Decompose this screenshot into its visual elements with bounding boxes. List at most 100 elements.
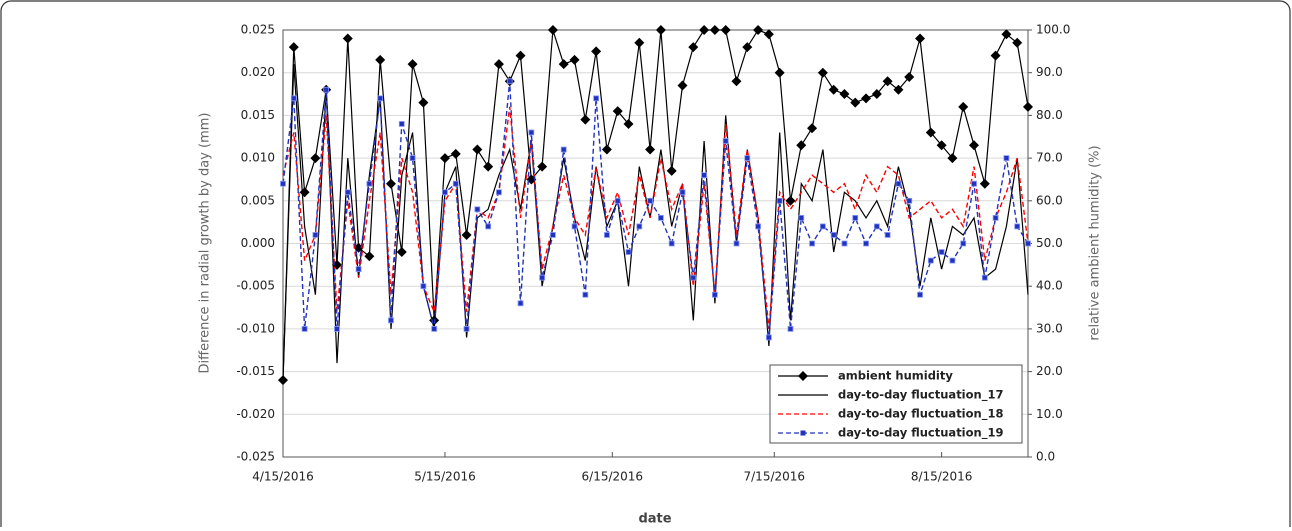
y2-tick-label: 50.0 <box>1036 236 1063 250</box>
marker <box>623 118 634 129</box>
y-tick-label: -0.020 <box>236 407 275 421</box>
marker <box>763 29 774 40</box>
marker <box>785 195 796 206</box>
marker <box>873 223 880 230</box>
marker <box>925 127 936 138</box>
marker <box>819 223 826 230</box>
marker <box>657 214 664 221</box>
marker <box>288 42 299 53</box>
y-tick-label: 0.015 <box>241 108 275 122</box>
marker <box>496 189 502 196</box>
marker <box>290 95 297 102</box>
marker <box>364 251 375 262</box>
marker <box>636 223 643 230</box>
marker <box>960 240 967 247</box>
y2-tick-label: 90.0 <box>1036 65 1063 79</box>
marker <box>593 95 600 102</box>
marker <box>884 232 891 238</box>
marker <box>841 240 848 247</box>
marker <box>809 240 815 247</box>
marker <box>1025 240 1031 247</box>
marker <box>601 144 612 155</box>
marker <box>493 59 504 70</box>
marker <box>828 84 839 95</box>
marker <box>420 283 427 290</box>
marker <box>312 232 319 238</box>
marker <box>634 37 645 48</box>
y2-tick-label: 60.0 <box>1036 193 1063 207</box>
marker <box>992 214 999 221</box>
marker <box>927 257 934 264</box>
marker <box>776 197 783 204</box>
marker <box>418 97 429 108</box>
y-tick-label: 0.010 <box>241 151 275 165</box>
marker <box>342 33 353 44</box>
marker <box>647 197 654 204</box>
y2-tick-label: 40.0 <box>1036 279 1063 293</box>
marker <box>439 153 450 164</box>
marker <box>871 89 882 100</box>
marker <box>344 189 351 196</box>
marker <box>938 249 945 255</box>
marker <box>742 42 753 53</box>
series-line <box>282 81 1029 338</box>
marker <box>679 189 686 196</box>
marker <box>409 155 416 162</box>
marker <box>1014 223 1021 230</box>
marker <box>537 161 548 172</box>
marker <box>377 95 384 102</box>
marker <box>936 140 947 151</box>
y2-tick-label: 70.0 <box>1036 151 1063 165</box>
marker <box>355 266 362 273</box>
marker <box>807 123 818 134</box>
marker <box>949 257 956 264</box>
marker <box>917 291 923 298</box>
marker <box>375 54 386 65</box>
marker <box>915 33 926 44</box>
marker <box>452 180 459 187</box>
marker <box>906 197 913 204</box>
x-tick-label: 6/15/2016 <box>582 470 644 484</box>
y-tick-label: -0.025 <box>236 450 275 464</box>
marker <box>571 223 578 230</box>
marker <box>969 140 980 151</box>
marker <box>388 317 394 324</box>
marker <box>472 144 483 155</box>
marker <box>539 274 546 281</box>
marker <box>839 89 850 100</box>
marker <box>334 325 340 332</box>
marker <box>701 172 707 179</box>
marker <box>852 214 859 221</box>
marker <box>817 67 828 78</box>
marker <box>591 46 602 57</box>
marker <box>744 155 751 162</box>
marker <box>798 214 805 221</box>
marker <box>765 334 772 341</box>
marker <box>893 84 904 95</box>
marker <box>722 138 729 144</box>
marker <box>604 232 610 238</box>
marker <box>461 229 472 240</box>
legend-label: day-to-day fluctuation_18 <box>838 407 1003 422</box>
x-tick-label: 5/15/2016 <box>414 470 476 484</box>
marker <box>645 144 656 155</box>
y2-tick-label: 80.0 <box>1036 108 1063 122</box>
marker <box>666 165 677 176</box>
marker <box>569 54 580 65</box>
marker <box>981 274 988 281</box>
y2-tick-label: 0.0 <box>1036 450 1055 464</box>
marker <box>614 197 621 204</box>
y2-axis-label: relative ambient humidity (%) <box>1088 145 1103 340</box>
marker <box>720 25 731 35</box>
marker <box>517 300 524 307</box>
marker <box>550 232 556 238</box>
marker <box>690 274 697 281</box>
legend-label: day-to-day fluctuation_19 <box>838 426 1003 441</box>
marker <box>396 247 407 258</box>
marker <box>850 97 861 108</box>
y-tick-label: 0.025 <box>241 23 275 37</box>
marker <box>711 291 718 298</box>
y2-tick-label: 100.0 <box>1036 23 1070 37</box>
marker <box>582 291 589 298</box>
